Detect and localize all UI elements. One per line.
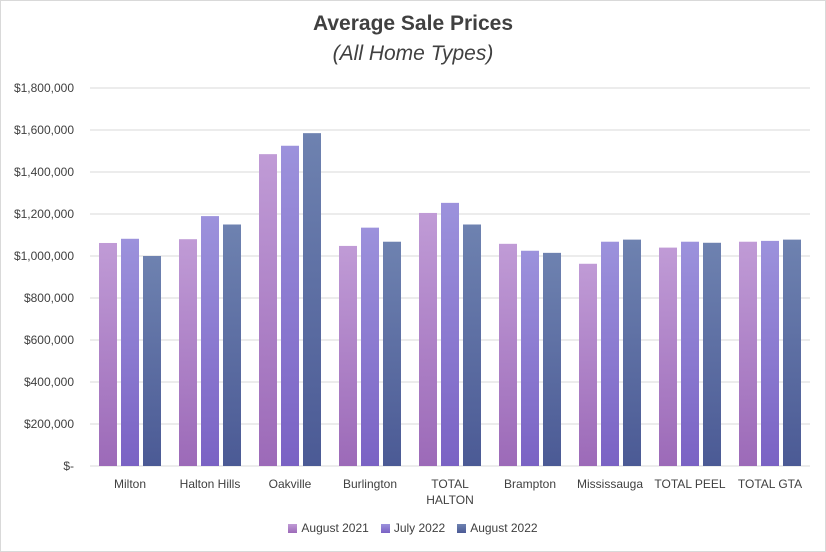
y-tick-label: $200,000	[24, 417, 74, 431]
legend-item: August 2021	[288, 521, 369, 535]
bar	[259, 154, 277, 466]
bar	[543, 252, 561, 466]
bar	[303, 133, 321, 466]
bar	[201, 216, 219, 466]
x-tick-label: Burlington	[343, 477, 397, 491]
bar	[623, 239, 641, 466]
chart-title: Average Sale Prices	[312, 12, 514, 35]
x-tick-label: TOTAL HALTON	[426, 477, 474, 507]
chart-subtitle: (All Home Types)	[332, 42, 494, 65]
bar	[383, 241, 401, 466]
bar	[223, 224, 241, 466]
y-tick-label: $1,000,000	[14, 249, 74, 263]
bar	[521, 250, 539, 466]
legend-swatch	[380, 523, 390, 533]
x-tick-label: Oakville	[269, 477, 312, 491]
bar	[659, 247, 677, 466]
bars	[99, 133, 801, 466]
legend: August 2021 July 2022 August 2022	[0, 521, 826, 535]
y-tick-label: $1,200,000	[14, 207, 74, 221]
bar	[419, 212, 437, 466]
legend-label: July 2022	[393, 521, 446, 535]
bar	[441, 202, 459, 466]
bar	[121, 238, 139, 466]
x-tick-label: Brampton	[504, 477, 556, 491]
x-tick-label: TOTAL GTA	[738, 477, 802, 491]
legend-swatch	[457, 523, 467, 533]
legend-item: July 2022	[380, 521, 446, 535]
y-tick-label: $-	[63, 459, 74, 473]
y-tick-label: $1,400,000	[14, 165, 74, 179]
bar	[681, 241, 699, 466]
y-tick-label: $1,600,000	[14, 123, 74, 137]
y-tick-label: $800,000	[24, 291, 74, 305]
bar	[499, 243, 517, 466]
legend-item: August 2022	[457, 521, 538, 535]
x-tick-label: TOTAL PEEL	[654, 477, 725, 491]
bar	[143, 256, 161, 466]
x-tick-label: Mississauga	[577, 477, 643, 491]
bar	[339, 245, 357, 466]
bar	[281, 145, 299, 466]
bar	[739, 241, 757, 466]
y-tick-label: $1,800,000	[14, 81, 74, 95]
bar	[579, 263, 597, 466]
y-tick-label: $400,000	[24, 375, 74, 389]
x-tick-label: Milton	[114, 477, 146, 491]
bar	[99, 242, 117, 466]
y-tick-label: $600,000	[24, 333, 74, 347]
x-axis-tick-labels: Milton Halton Hills Oakville Burlington TOTA…	[114, 477, 802, 507]
bar	[783, 239, 801, 466]
legend-swatch	[288, 523, 298, 533]
x-tick-label: Halton Hills	[180, 477, 241, 491]
bar	[179, 239, 197, 466]
bar	[761, 240, 779, 466]
y-axis-tick-labels: $- $200,000 $400,000 $600,000 $800,000 $1,000…	[14, 81, 74, 473]
bar	[463, 224, 481, 466]
legend-label: August 2022	[470, 521, 538, 535]
bar	[703, 242, 721, 466]
legend-label: August 2021	[301, 521, 369, 535]
bar	[361, 227, 379, 466]
bar	[601, 241, 619, 466]
